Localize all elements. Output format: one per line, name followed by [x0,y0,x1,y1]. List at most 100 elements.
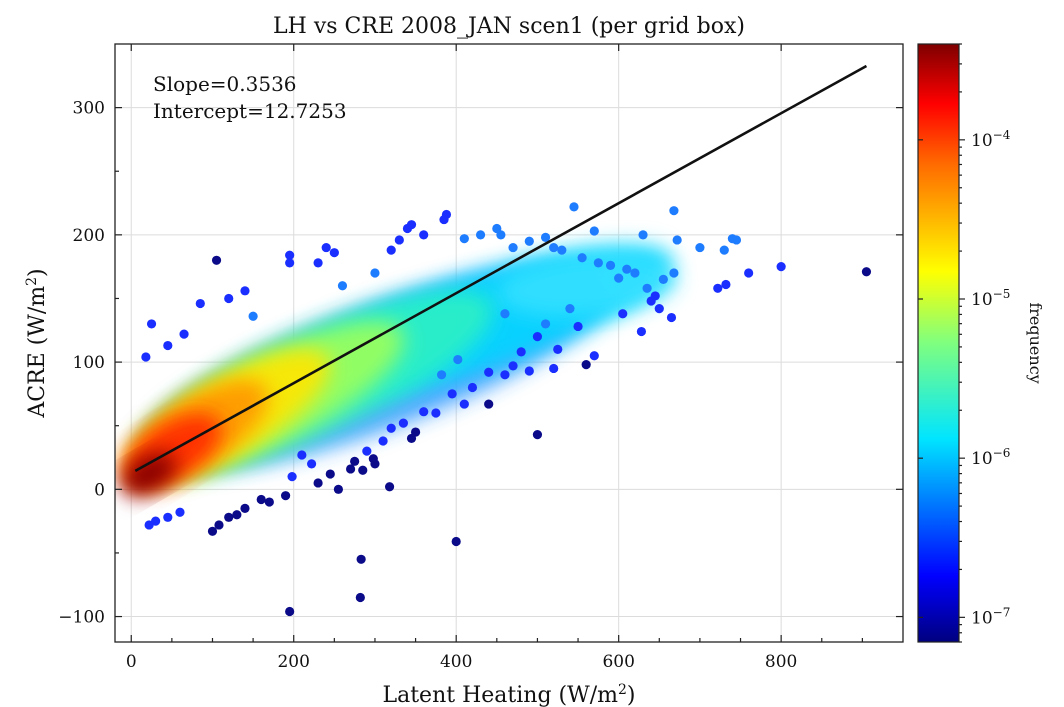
scatter-point [419,230,429,240]
scatter-point [524,366,534,376]
y-axis-ticks: −100 0 100 200 300 [58,99,903,628]
scatter-point [406,433,417,444]
scatter-point [370,268,380,278]
scatter-point [163,512,173,522]
scatter-point [337,281,348,291]
scatter-point [144,520,154,530]
scatter-point [713,283,723,293]
scatter-point [214,520,224,530]
scatter-point [146,319,157,329]
scatter-point [605,260,616,270]
scatter-point [406,220,417,230]
scatter-point [549,242,559,253]
scatter-point [650,291,660,301]
y-tick-label-1: 0 [94,480,105,500]
scatter-point [459,399,469,409]
scatter-point [459,234,469,244]
slope-annotation: Slope=0.3536 [153,72,297,96]
scatter-point [508,361,518,371]
grid-lines [115,44,903,642]
scatter-point [776,262,786,272]
scatter-point [287,471,297,482]
scatter-point [532,430,543,440]
scatter-point [163,340,173,351]
scatter-points [141,202,872,617]
scatter-point [240,503,250,514]
scatter-point [593,258,603,268]
scatter-point [350,456,360,466]
scatter-point [313,478,323,488]
scatter-point [325,469,335,479]
scatter-point [378,436,388,446]
scatter-point [565,304,575,314]
x-tick-label-1: 200 [277,652,309,672]
scatter-point [467,382,478,393]
scatter-point [744,268,754,278]
x-axis-ticks: 0 200 400 600 800 [126,44,863,672]
colorbar-tick-label-2: 10−5 [971,287,1010,310]
scatter-point [356,554,366,564]
scatter-point [333,484,344,494]
scatter-point [549,363,559,374]
scatter-point [666,312,677,323]
colorbar-ticks: 10−7 10−6 10−5 10−4 [918,43,1011,643]
scatter-point [441,209,452,220]
scatter-point [141,352,151,362]
colorbar-tick-label-3: 10−4 [971,128,1011,151]
scatter-point [500,370,510,380]
scatter-point [540,232,551,242]
scatter-point [658,274,668,284]
scatter-point [264,497,274,507]
scatter-point [306,459,317,469]
y-axis-label: ACRE (W/m2) [24,268,50,418]
scatter-point [516,347,526,357]
plot-frame [114,43,904,643]
scatter-point [630,268,640,278]
scatter-point [329,248,339,258]
scatter-point [532,332,543,342]
scatter-point [175,507,185,517]
y-tick-label-3: 200 [73,226,105,246]
scatter-point [569,202,579,212]
x-tick-label-4: 800 [765,652,797,672]
scatter-point [861,267,872,277]
scatter-point [195,298,205,309]
scatter-point [256,494,266,505]
scatter-point [557,245,567,255]
scatter-point [524,236,534,246]
x-tick-label-3: 600 [602,652,634,672]
chart-title: LH vs CRE 2008_JAN scen1 (per grid box) [273,14,745,39]
intercept-annotation: Intercept=12.7253 [153,99,347,123]
scatter-point [484,399,494,409]
y-tick-label-2: 100 [73,353,105,373]
scatter-point [386,423,396,433]
scatter-point [453,354,463,365]
scatter-point [362,446,372,456]
scatter-point [240,286,250,296]
scatter-point [285,258,295,268]
scatter-point [451,536,461,547]
scatter-point [492,223,502,234]
scatter-point [313,258,323,268]
scatter-point [577,253,587,263]
scatter-point [211,255,222,265]
scatter-point [695,242,705,253]
scatter-point [386,245,396,255]
x-tick-label-0: 0 [126,652,137,672]
scatter-point [589,351,599,361]
scatter-point [179,329,189,339]
scatter-point [285,250,295,260]
scatter-point [589,226,599,236]
scatter-point [721,279,731,290]
scatter-point [224,293,234,304]
scatter-point [672,235,682,245]
scatter-point [355,592,365,603]
scatter-point [500,309,510,319]
x-axis-label: Latent Heating (W/m2) [382,682,635,707]
scatter-point [553,344,563,354]
scatter-point [731,235,742,245]
scatter-point [297,450,307,460]
scatter-point [345,464,356,474]
colorbar-label: frequency [1026,302,1045,383]
